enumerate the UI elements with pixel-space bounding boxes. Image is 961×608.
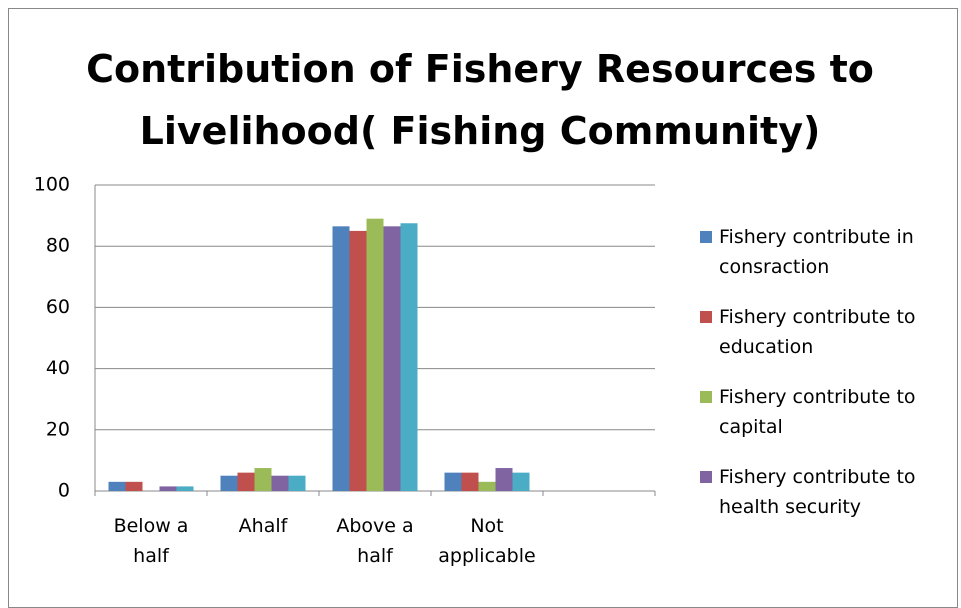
bar xyxy=(461,472,479,491)
y-tick-label: 60 xyxy=(46,296,70,318)
bar xyxy=(288,475,306,491)
legend-label: Fishery contribute to education xyxy=(719,306,916,358)
y-tick-label: 40 xyxy=(46,357,70,379)
y-tick-label: 20 xyxy=(46,418,70,440)
x-tick-label: Not applicable xyxy=(438,515,536,567)
page: {"chart_data": {"type": "bar", "title": … xyxy=(8,8,958,608)
x-tick-label: Below a half xyxy=(113,515,189,567)
legend-swatch xyxy=(700,311,712,323)
bar xyxy=(237,472,255,491)
x-tick-label: Ahalf xyxy=(238,515,288,537)
legend-swatch xyxy=(700,471,712,483)
x-tick-label: Above a half xyxy=(336,515,414,567)
bar xyxy=(176,486,194,491)
legend-swatch xyxy=(700,231,712,243)
bar xyxy=(220,475,238,491)
legend-label: Fishery contribute to capital xyxy=(719,386,916,438)
bar xyxy=(366,218,384,491)
bar xyxy=(512,472,530,491)
bar xyxy=(108,481,126,491)
bar xyxy=(332,226,350,491)
y-tick-label: 0 xyxy=(58,480,70,502)
y-tick-label: 80 xyxy=(46,235,70,257)
bar xyxy=(254,468,272,491)
bar xyxy=(495,468,513,491)
bar xyxy=(125,481,143,491)
bar xyxy=(444,472,462,491)
legend-label: Fishery contribute in consraction xyxy=(719,226,914,278)
bar xyxy=(478,481,496,491)
legend-swatch xyxy=(700,391,712,403)
bar xyxy=(349,230,367,491)
bar xyxy=(159,486,177,491)
bar xyxy=(271,475,289,491)
y-tick-label: 100 xyxy=(34,174,70,196)
chart: 0 20 40 60 80 100 xyxy=(34,174,712,502)
legend-label: Fishery contribute to health security xyxy=(719,466,916,518)
bar xyxy=(383,226,401,491)
chart-title: Contribution of Fishery Resources to Liv… xyxy=(86,47,874,153)
bar xyxy=(400,223,418,491)
